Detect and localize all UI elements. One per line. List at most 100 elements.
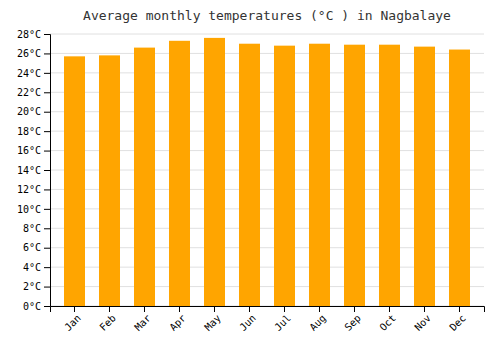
tick-label: 14°C [17, 165, 41, 176]
bar [99, 55, 120, 306]
tick-mark [44, 92, 50, 93]
tick-mark [44, 112, 50, 113]
x-tick: Mar [132, 306, 153, 333]
bar [309, 44, 330, 306]
tick-label: 2°C [23, 281, 41, 292]
tick-label: Sep [342, 312, 363, 333]
tick-mark [44, 189, 50, 190]
tick-label: 16°C [17, 145, 41, 156]
tick-label: 10°C [17, 204, 41, 215]
x-tick: Oct [377, 306, 398, 333]
tick-mark [179, 306, 180, 312]
tick-mark [319, 306, 320, 312]
bars [64, 38, 470, 306]
tick-label: 28°C [17, 29, 41, 40]
tick-mark [44, 287, 50, 288]
tick-mark [44, 170, 50, 171]
tick-mark [44, 34, 50, 35]
tick-label: Nov [412, 312, 433, 333]
y-tick: 28°C [17, 29, 50, 40]
tick-mark [354, 306, 355, 312]
bar [344, 45, 365, 306]
y-tick: 8°C [23, 223, 50, 234]
tick-mark [144, 306, 145, 312]
y-tick: 22°C [17, 87, 50, 98]
tick-label: 20°C [17, 106, 41, 117]
bar [274, 46, 295, 306]
x-tick: Nov [412, 306, 433, 333]
bar [239, 44, 260, 306]
y-tick: 10°C [17, 204, 50, 215]
y-tick: 14°C [17, 165, 50, 176]
grid [50, 34, 484, 306]
x-axis: Jan Feb Mar Apr May Jun Jul Aug Sep Oct Nov Dec [51, 306, 485, 333]
tick-mark [249, 306, 250, 312]
tick-mark [44, 228, 50, 229]
tick-label: May [202, 312, 223, 333]
tick-mark [74, 306, 75, 312]
axis-line [44, 35, 51, 307]
y-tick: 24°C [17, 68, 50, 79]
tick-label: 0°C [23, 301, 41, 312]
x-tick: Aug [307, 306, 328, 333]
y-tick: 6°C [23, 242, 50, 253]
bar [204, 38, 225, 306]
tick-mark [44, 248, 50, 249]
y-tick: 20°C [17, 106, 50, 117]
tick-label: 26°C [17, 48, 41, 59]
x-tick: Feb [97, 306, 118, 333]
tick-label: 12°C [17, 184, 41, 195]
tick-label: Apr [167, 312, 188, 333]
y-tick: 26°C [17, 48, 50, 59]
tick-label: Mar [132, 312, 153, 333]
y-tick: 4°C [23, 262, 50, 273]
tick-mark [389, 306, 390, 312]
tick-label: Jun [237, 312, 258, 333]
y-tick: 2°C [23, 281, 50, 292]
tick-mark [284, 306, 285, 312]
tick-mark [459, 306, 460, 312]
tick-label: Jul [272, 312, 293, 333]
tick-label: 6°C [23, 242, 41, 253]
tick-label: 24°C [17, 68, 41, 79]
tick-mark [44, 306, 50, 307]
x-tick: Jan [62, 306, 83, 333]
y-tick: 0°C [23, 301, 50, 312]
tick-label: Aug [307, 312, 328, 333]
tick-mark [214, 306, 215, 312]
x-tick: Jun [237, 306, 258, 333]
bar [379, 45, 400, 306]
tick-label: Dec [447, 312, 468, 333]
tick-label: Oct [377, 312, 398, 333]
y-axis: 0°C 2°C 4°C 6°C 8°C 10°C 12°C 14°C 16°C 18°C 20°C 2… [17, 29, 51, 312]
chart: 0°C 2°C 4°C 6°C 8°C 10°C 12°C 14°C 16°C 18°C 20°C 2… [0, 0, 500, 350]
x-tick: Sep [342, 306, 363, 333]
bar [449, 50, 470, 306]
title: Average monthly temperatures (°C ) in Na… [83, 8, 451, 23]
tick-mark [44, 209, 50, 210]
bar [134, 48, 155, 306]
tick-mark [44, 151, 50, 152]
tick-mark [44, 73, 50, 74]
x-tick: Apr [167, 306, 188, 333]
y-tick: 12°C [17, 184, 50, 195]
tick-label: 4°C [23, 262, 41, 273]
plot: 0°C 2°C 4°C 6°C 8°C 10°C 12°C 14°C 16°C 18°C 20°C 2… [17, 29, 485, 333]
x-tick: Jul [272, 306, 293, 333]
tick-label: Feb [97, 312, 118, 333]
y-tick: 18°C [17, 126, 50, 137]
tick-mark [44, 131, 50, 132]
tick-mark [44, 267, 50, 268]
axis-line [51, 307, 485, 313]
bar [414, 47, 435, 306]
tick-mark [44, 53, 50, 54]
bar [64, 56, 85, 306]
x-tick: Dec [447, 306, 468, 333]
tick-label: Jan [62, 312, 83, 333]
tick-label: 18°C [17, 126, 41, 137]
tick-label: 8°C [23, 223, 41, 234]
tick-mark [424, 306, 425, 312]
bar [169, 41, 190, 306]
tick-label: 22°C [17, 87, 41, 98]
tick-mark [109, 306, 110, 312]
